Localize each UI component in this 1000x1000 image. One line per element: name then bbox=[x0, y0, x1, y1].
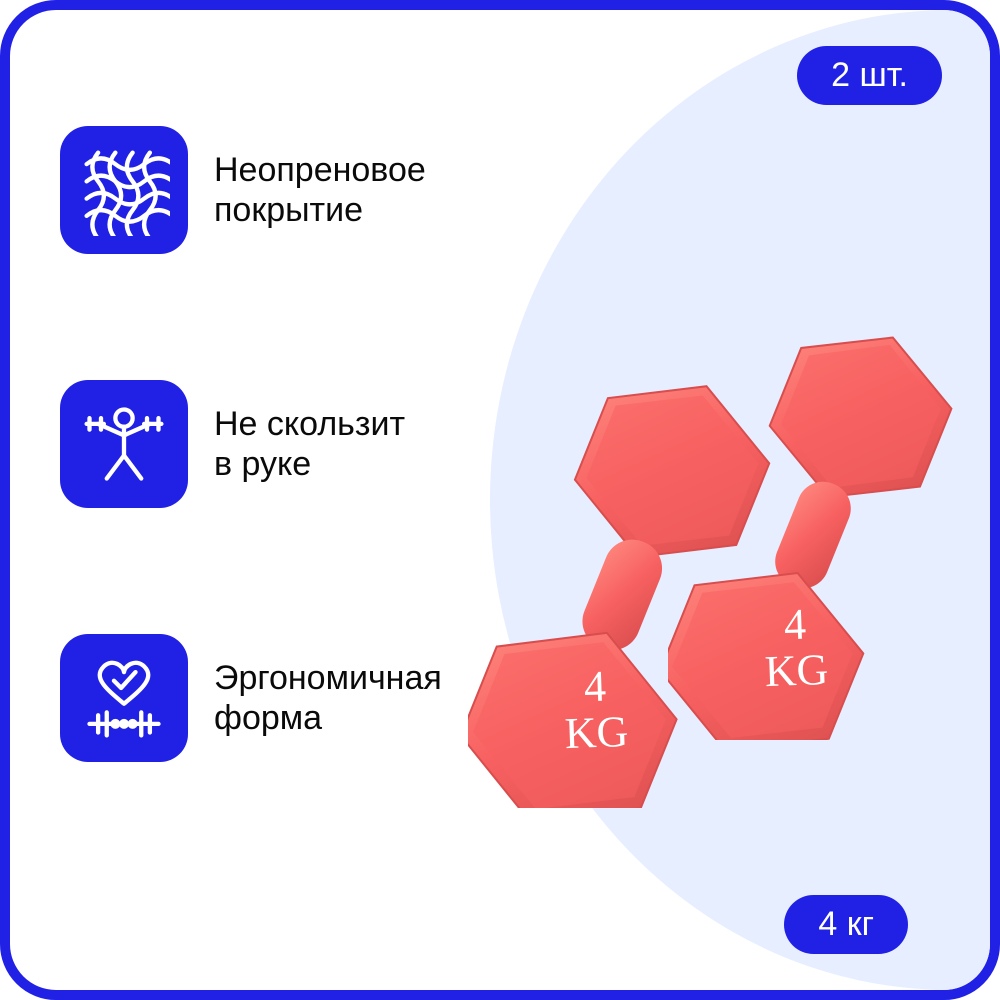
ergo-icon bbox=[60, 634, 188, 762]
feature-item: Не скользитв руке bbox=[60, 380, 442, 508]
feature-list: Неопреновоепокрытие Не скользитв руке Эр… bbox=[60, 126, 442, 762]
product-image: 4 KG bbox=[480, 330, 960, 770]
dumbbell-weight-unit: KG bbox=[564, 707, 629, 758]
feature-label: Неопреновоепокрытие bbox=[214, 150, 426, 230]
weight-badge: 4 кг bbox=[784, 895, 908, 954]
dumbbell-weight-number: 4 bbox=[583, 662, 607, 712]
weight-label: 4 кг bbox=[818, 905, 874, 943]
feature-item: Эргономичнаяформа bbox=[60, 634, 442, 762]
feature-label: Эргономичнаяформа bbox=[214, 658, 442, 738]
product-card: 2 шт. 4 кг Неопреновоепокрытие Не скольз… bbox=[0, 0, 1000, 1000]
dumbbell-front: 4 KG bbox=[468, 378, 778, 808]
weave-icon bbox=[60, 126, 188, 254]
quantity-badge: 2 шт. bbox=[797, 46, 942, 105]
grip-icon bbox=[60, 380, 188, 508]
dumbbell-weight-number: 4 bbox=[783, 600, 807, 650]
quantity-label: 2 шт. bbox=[831, 56, 908, 94]
feature-label: Не скользитв руке bbox=[214, 404, 405, 484]
feature-item: Неопреновоепокрытие bbox=[60, 126, 442, 254]
